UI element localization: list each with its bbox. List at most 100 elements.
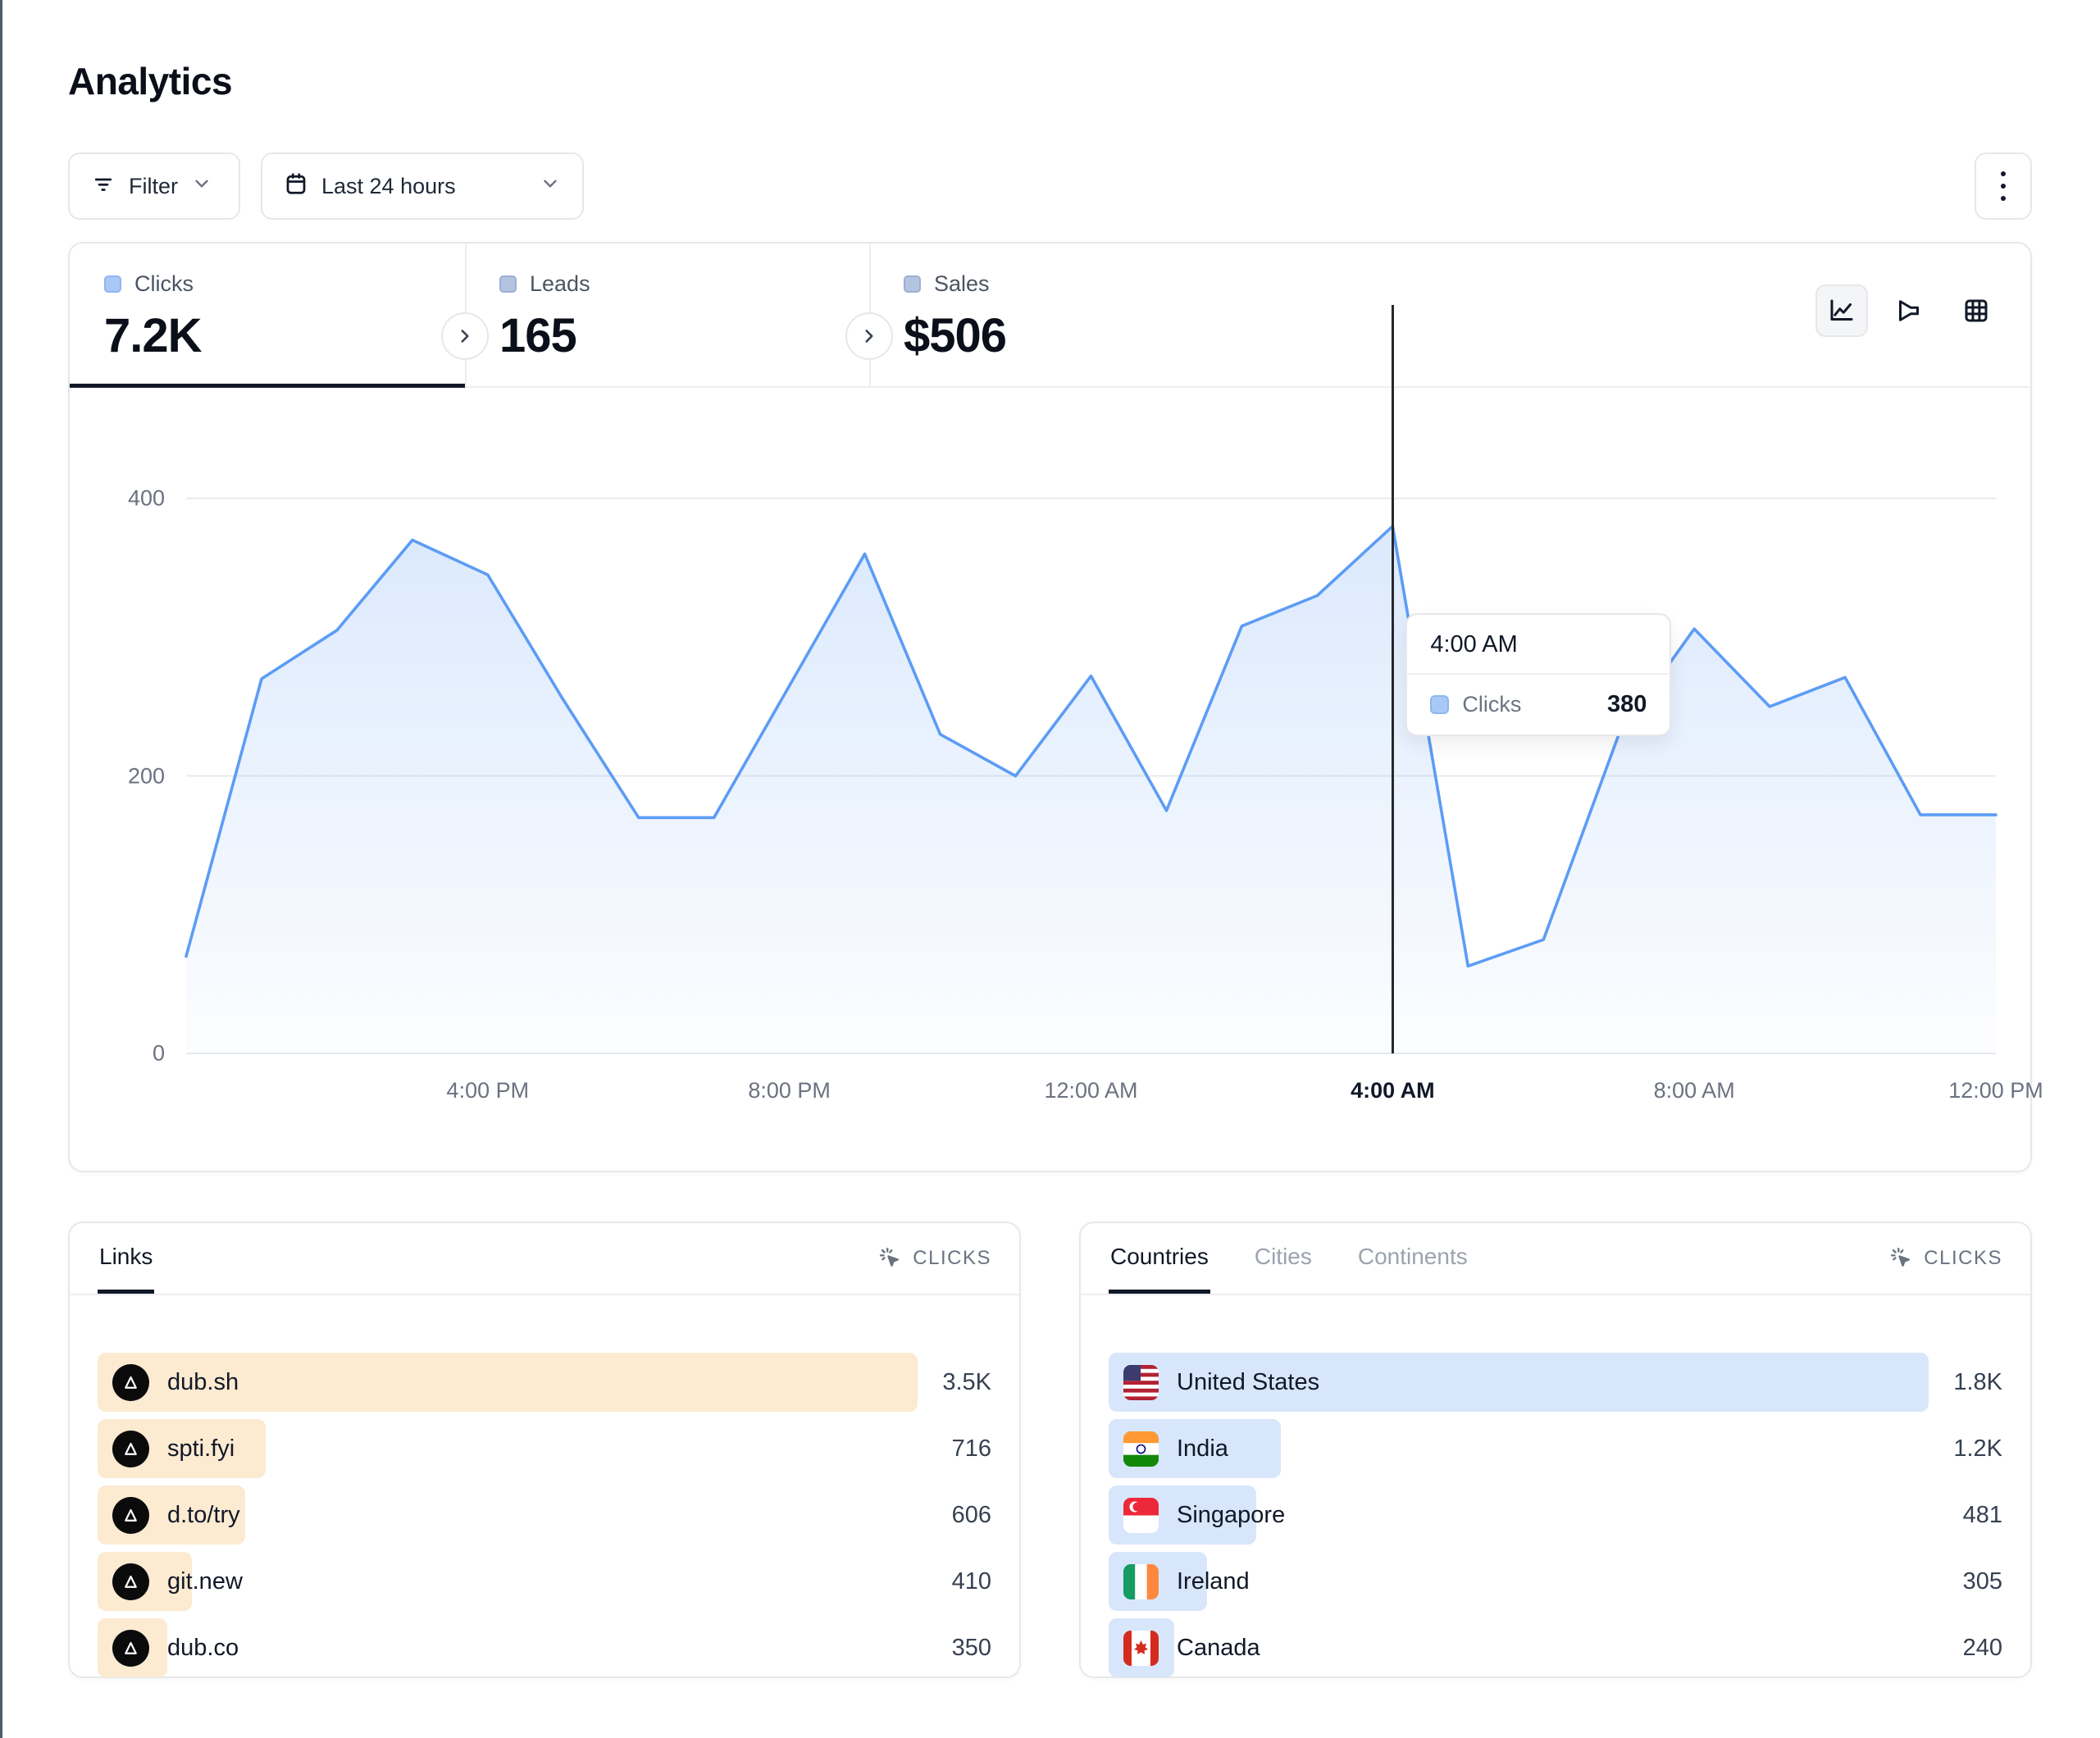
row-value: 481 [1962, 1501, 2002, 1528]
country-row[interactable]: Singapore 481 [1109, 1485, 2002, 1545]
stat-label: Leads [530, 271, 590, 296]
chart-view-toggle-group [1815, 284, 2002, 337]
countries-panel: Countries Cities Continents CLICKS Unite… [1079, 1222, 2032, 1678]
x-axis-tick-label: 8:00 AM [1653, 1078, 1735, 1103]
x-axis-tick-label: 8:00 PM [748, 1078, 831, 1103]
chart-tooltip: 4:00 AM Clicks 380 [1405, 613, 1672, 736]
link-row[interactable]: git.new 410 [98, 1552, 991, 1611]
row-label: Canada [1177, 1634, 1260, 1661]
dub-logo-icon [112, 1363, 149, 1401]
sg-flag-icon [1123, 1497, 1159, 1533]
tooltip-legend-square-icon [1430, 695, 1450, 714]
expand-leads-chevron-button[interactable] [845, 312, 893, 360]
clicks-value: 7.2K [104, 309, 203, 362]
stats-tab-row: Clicks 7.2K Leads 165 Sales $506 [70, 243, 2030, 388]
cursor-click-icon [880, 1247, 900, 1267]
tab-continents[interactable]: Continents [1357, 1243, 1468, 1269]
chart-canvas [184, 498, 1998, 1054]
tab-sales[interactable]: Sales $506 [869, 243, 1361, 388]
tab-links[interactable]: Links [98, 1223, 155, 1294]
table-view-button[interactable] [1950, 284, 2002, 337]
tooltip-series-name: Clicks [1462, 692, 1522, 717]
link-row[interactable]: d.to/try 606 [98, 1485, 991, 1545]
country-row[interactable]: Ireland 305 [1109, 1552, 2002, 1611]
chevron-right-icon [865, 330, 873, 343]
line-chart-view-button[interactable] [1815, 284, 1868, 337]
row-value: 1.8K [1953, 1368, 2002, 1395]
row-label: spti.fyi [167, 1435, 235, 1462]
x-axis-tick-label: 4:00 AM [1351, 1078, 1435, 1103]
cursor-click-icon [1891, 1247, 1911, 1267]
filter-icon [91, 171, 116, 202]
x-axis-tick-label: 12:00 AM [1044, 1078, 1138, 1103]
dub-logo-icon [112, 1430, 149, 1467]
row-label: India [1177, 1435, 1228, 1462]
link-row[interactable]: dub.sh 3.5K [98, 1353, 991, 1412]
dub-logo-icon [112, 1629, 149, 1667]
row-value: 240 [1962, 1634, 2002, 1661]
link-row[interactable]: spti.fyi 716 [98, 1419, 991, 1478]
row-label: Ireland [1177, 1567, 1250, 1595]
clicks-area-chart[interactable]: 4:00 AM Clicks 380 0 200 400 4:00 PM 8:00 PM… [128, 305, 2043, 1103]
us-flag-icon [1123, 1364, 1159, 1400]
row-value: 1.2K [1953, 1435, 2002, 1462]
calendar-icon [284, 171, 308, 202]
ca-flag-icon [1123, 1630, 1159, 1666]
x-axis-tick-label: 4:00 PM [446, 1078, 530, 1103]
more-options-button[interactable] [1975, 152, 2032, 220]
sales-value: $506 [904, 309, 1007, 362]
value-bar [1109, 1353, 1929, 1412]
tooltip-value: 380 [1606, 691, 1647, 717]
line-chart-icon [1830, 299, 1853, 321]
row-label: dub.co [167, 1634, 239, 1661]
table-grid-icon [1965, 299, 1988, 322]
tab-clicks[interactable]: Clicks 7.2K [70, 243, 465, 388]
y-axis-tick-label: 200 [127, 763, 165, 788]
countries-metric-label: CLICKS [1924, 1247, 2002, 1269]
date-range-label: Last 24 hours [321, 173, 456, 198]
tab-cities[interactable]: Cities [1254, 1243, 1312, 1269]
chevron-right-icon [461, 330, 469, 343]
funnel-chart-view-button[interactable] [1883, 284, 1935, 337]
country-row[interactable]: United States 1.8K [1109, 1353, 2002, 1412]
row-value: 3.5K [942, 1368, 991, 1395]
row-value: 410 [951, 1567, 991, 1595]
funnel-chart-icon [1899, 300, 1919, 321]
row-value: 716 [951, 1435, 991, 1462]
ie-flag-icon [1123, 1563, 1159, 1599]
filter-button-label: Filter [129, 173, 178, 198]
row-label: dub.sh [167, 1368, 239, 1395]
tab-countries[interactable]: Countries [1109, 1223, 1210, 1294]
chart-crosshair-line [1391, 305, 1394, 1053]
date-range-button[interactable]: Last 24 hours [261, 152, 584, 220]
countries-metric-selector[interactable]: CLICKS [1889, 1246, 2002, 1271]
tab-leads[interactable]: Leads 165 [465, 243, 869, 388]
stat-label: Sales [934, 271, 990, 296]
stat-label: Clicks [134, 271, 194, 296]
leads-legend-square-icon [499, 275, 517, 293]
y-axis-tick-label: 400 [127, 485, 165, 511]
dub-logo-icon [112, 1563, 149, 1600]
chevron-down-icon [540, 173, 561, 200]
row-label: git.new [167, 1567, 243, 1595]
chevron-down-icon [191, 173, 212, 200]
link-row[interactable]: dub.co 350 [98, 1618, 991, 1677]
links-metric-selector[interactable]: CLICKS [878, 1246, 991, 1271]
filter-button[interactable]: Filter [68, 152, 240, 220]
expand-clicks-chevron-button[interactable] [441, 312, 489, 360]
window-edge-strip [0, 0, 2, 1738]
country-row[interactable]: India 1.2K [1109, 1419, 2002, 1478]
row-value: 606 [951, 1501, 991, 1528]
country-row[interactable]: Canada 240 [1109, 1618, 2002, 1677]
links-panel: Links CLICKS dub.sh 3.5K spti.fyi 716 d.to/t… [68, 1222, 1021, 1678]
y-axis-tick-label: 0 [152, 1040, 165, 1066]
row-label: d.to/try [167, 1501, 240, 1528]
row-label: Singapore [1177, 1501, 1286, 1528]
clicks-legend-square-icon [104, 275, 121, 293]
row-value: 350 [951, 1634, 991, 1661]
countries-panel-header: Countries Cities Continents CLICKS [1081, 1223, 2030, 1295]
links-list: dub.sh 3.5K spti.fyi 716 d.to/try 606 git.new 4… [98, 1353, 991, 1677]
dub-logo-icon [112, 1496, 149, 1534]
x-axis-tick-label: 12:00 PM [1948, 1078, 2043, 1103]
